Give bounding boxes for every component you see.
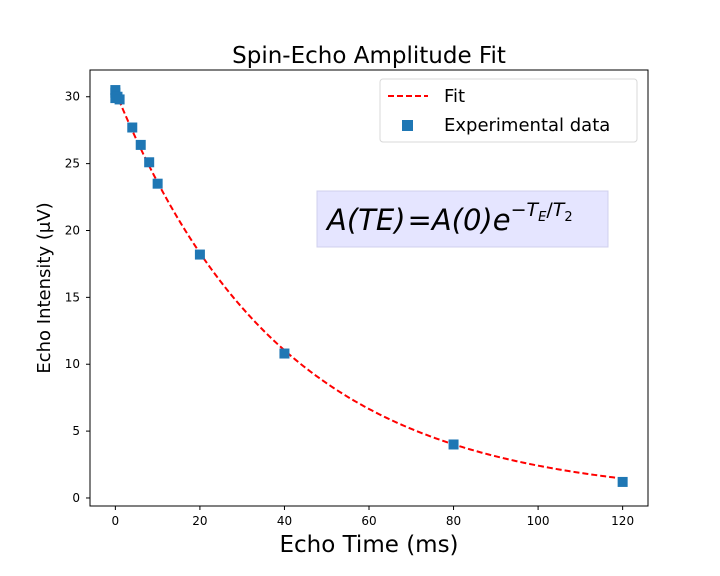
x-tick-label: 80 bbox=[446, 514, 461, 528]
x-tick-label: 40 bbox=[277, 514, 292, 528]
x-axis-label: Echo Time (ms) bbox=[279, 532, 458, 558]
chart-title: Spin-Echo Amplitude Fit bbox=[232, 43, 506, 69]
y-axis-label: Echo Intensity (μV) bbox=[34, 202, 55, 373]
legend-data-label: Experimental data bbox=[444, 115, 610, 136]
equation-exp-slash: / bbox=[546, 199, 553, 221]
data-point bbox=[127, 122, 138, 133]
y-tick-label: 15 bbox=[65, 290, 80, 304]
legend-fit-label: Fit bbox=[444, 86, 465, 107]
data-point bbox=[114, 94, 125, 105]
equation-exp-num: T bbox=[527, 199, 540, 221]
legend: Fit Experimental data bbox=[379, 78, 638, 143]
x-axis: 0 20 40 60 80 100 120 bbox=[112, 506, 634, 528]
legend-data-swatch bbox=[402, 120, 413, 131]
y-tick-label: 0 bbox=[72, 491, 80, 505]
data-point bbox=[135, 139, 146, 150]
legend-box bbox=[379, 78, 638, 143]
data-point bbox=[144, 157, 155, 168]
x-tick-label: 120 bbox=[611, 514, 634, 528]
plot-area bbox=[89, 69, 649, 507]
equation-annotation: A(TE)=A(0)e−TE/T2 bbox=[316, 190, 609, 248]
data-point bbox=[617, 476, 628, 487]
data-point bbox=[152, 178, 163, 189]
x-tick-label: 0 bbox=[112, 514, 120, 528]
y-tick-label: 10 bbox=[65, 357, 80, 371]
equation-exp-den-sub: 2 bbox=[564, 210, 572, 225]
equation-exp-num-sub: E bbox=[538, 210, 547, 225]
x-tick-label: 100 bbox=[527, 514, 550, 528]
y-tick-label: 5 bbox=[72, 424, 80, 438]
y-tick-label: 30 bbox=[65, 90, 80, 104]
y-axis: 0 5 10 15 20 25 30 bbox=[65, 90, 90, 505]
equation-exp-sign: − bbox=[511, 199, 527, 221]
data-point bbox=[194, 249, 205, 260]
y-tick-label: 20 bbox=[65, 223, 80, 237]
data-point bbox=[448, 439, 459, 450]
equation-rhs-base: A(0)e bbox=[430, 203, 511, 237]
equation-equals: = bbox=[408, 203, 432, 237]
x-tick-label: 60 bbox=[361, 514, 376, 528]
equation-text: A(TE)=A(0)e−TE/T2 bbox=[325, 199, 573, 237]
equation-exp-den: T bbox=[553, 199, 566, 221]
x-tick-label: 20 bbox=[192, 514, 207, 528]
equation-lhs: A(TE) bbox=[325, 203, 406, 237]
equation-box bbox=[316, 190, 609, 248]
plot-frame bbox=[89, 69, 649, 507]
y-tick-label: 25 bbox=[65, 157, 80, 171]
data-point bbox=[279, 348, 290, 359]
data-points bbox=[110, 85, 628, 487]
